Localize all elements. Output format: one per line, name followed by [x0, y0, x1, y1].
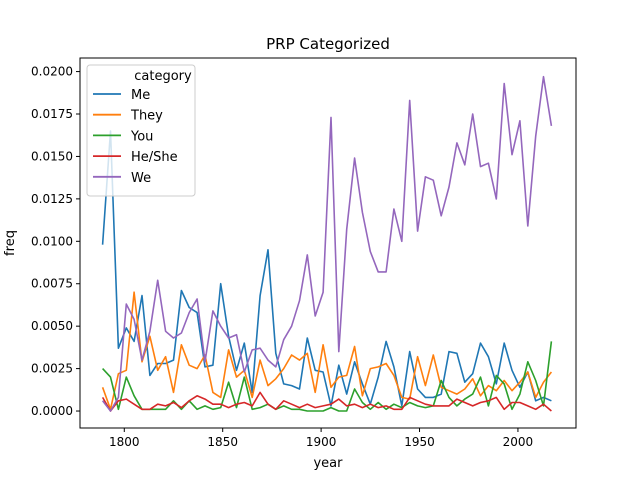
- y-tick-label: 0.0150: [31, 149, 73, 163]
- y-tick-label: 0.0025: [31, 362, 73, 376]
- y-tick-label: 0.0000: [31, 404, 73, 418]
- legend-entry-label: We: [131, 171, 151, 186]
- y-tick-label: 0.0125: [31, 192, 73, 206]
- x-tick-label: 1900: [306, 435, 337, 449]
- legend-entry-label: You: [130, 129, 153, 144]
- series-line-we: [101, 75, 553, 412]
- y-tick-label: 0.0175: [31, 107, 73, 121]
- series-line-me: [101, 130, 552, 407]
- y-tick-label: 0.0100: [31, 234, 73, 248]
- legend-entry-label: He/She: [131, 150, 178, 165]
- x-tick-label: 1950: [404, 435, 435, 449]
- legend-entry-label: They: [130, 109, 163, 124]
- legend-title: category: [134, 69, 192, 84]
- series-line-he-she: [101, 391, 552, 412]
- y-tick-label: 0.0200: [31, 65, 73, 79]
- y-tick-label: 0.0075: [31, 277, 73, 291]
- y-tick-label: 0.0050: [31, 319, 73, 333]
- x-tick-label: 1800: [109, 435, 140, 449]
- legend: category Me They You He/She We: [86, 64, 196, 197]
- x-axis-label: year: [313, 456, 343, 471]
- legend-box: [86, 64, 196, 197]
- y-axis-ticks: 0.0000 0.0025 0.0050 0.0075 0.0100 0.0125 0.01…: [31, 65, 80, 418]
- x-tick-label: 1850: [207, 435, 238, 449]
- plot-area: [101, 75, 553, 412]
- chart-title: PRP Categorized: [266, 35, 390, 53]
- y-axis-label: freq: [3, 230, 18, 256]
- legend-entry-label: Me: [131, 88, 150, 103]
- x-tick-label: 2000: [503, 435, 534, 449]
- plot-frame: [79, 57, 577, 429]
- x-axis-ticks: 1800 1850 1900 1950 2000: [109, 428, 533, 449]
